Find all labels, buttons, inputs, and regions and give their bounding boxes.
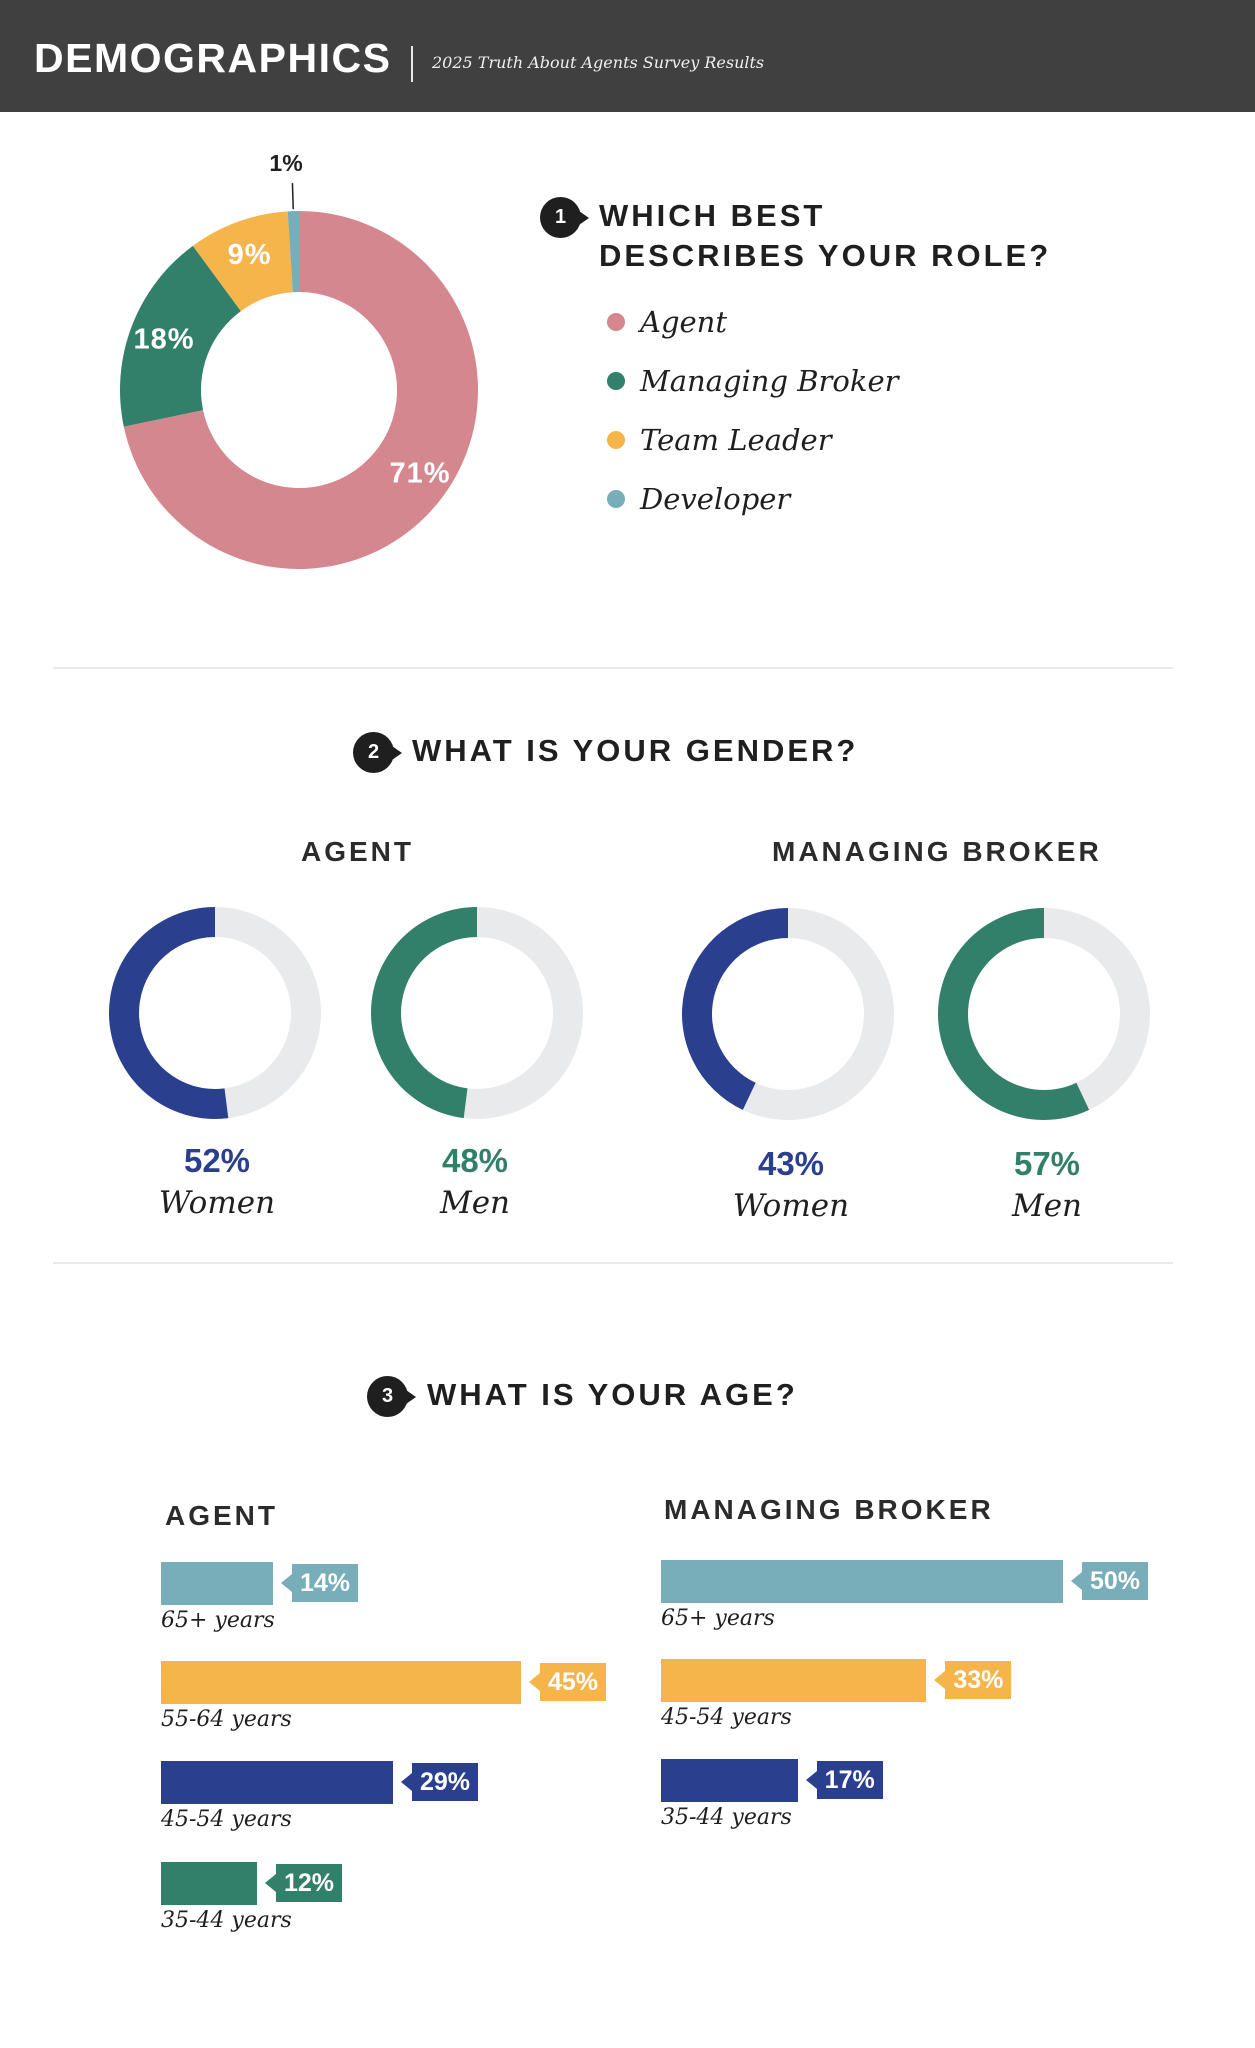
age-bar-value-label: 14% — [280, 1564, 359, 1602]
age-bar-category-label: 65+ years — [661, 1606, 775, 1631]
page-title: DEMOGRAPHICS — [34, 35, 392, 81]
age-bar-agent-65-years — [161, 1562, 273, 1605]
legend-label: Agent — [640, 305, 727, 339]
slice-managing-broker — [120, 245, 241, 427]
ring-agent-men — [371, 907, 477, 1119]
broker-men-label: Men — [1011, 1188, 1083, 1224]
legend-item-team-leader: Team Leader — [606, 418, 1056, 477]
ring-agent-women — [109, 907, 229, 1119]
age-broker-heading: MANAGING BROKER — [664, 1494, 994, 1525]
age-bar-value-label: 50% — [1070, 1562, 1149, 1600]
legend-label: Developer — [640, 482, 791, 516]
age-bar-value-label: 17% — [805, 1761, 883, 1799]
age-bar-category-label: 45-54 years — [661, 1705, 792, 1730]
legend-item-managing-broker: Managing Broker — [606, 359, 1056, 418]
legend-item-developer: Developer — [606, 477, 1056, 536]
age-bar-agent-45-54-years — [161, 1761, 393, 1804]
role-legend: Agent Managing Broker Team Leader Develo… — [606, 300, 1056, 536]
question-1-title-line-1: WHICH BEST — [599, 198, 826, 233]
age-bar-category-label: 55-64 years — [161, 1707, 292, 1732]
slice-team-leader — [192, 211, 293, 312]
legend-label: Team Leader — [640, 423, 832, 457]
age-bar-category-label: 45-54 years — [161, 1807, 292, 1832]
legend-swatch-agent — [607, 313, 625, 331]
age-bar-category-label: 65+ years — [161, 1608, 275, 1633]
question-1-title-line-2: DESCRIBES YOUR ROLE? — [599, 238, 1052, 273]
question-3-badge: 3 — [367, 1376, 416, 1417]
age-bar-value-label: 45% — [528, 1663, 607, 1701]
gender-rings-chart — [109, 907, 1150, 1120]
broker-men-pct: 57% — [1013, 1145, 1081, 1182]
age-bar-value-label: 12% — [264, 1864, 343, 1902]
age-bar-value-label: 33% — [934, 1661, 1012, 1699]
section-divider-2 — [53, 1262, 1173, 1264]
age-bar-agent-35-44-years — [161, 1862, 257, 1905]
question-2-badge: 2 — [353, 732, 402, 773]
age-bar-managing-broker-45-54-years — [661, 1659, 927, 1702]
age-bar-managing-broker-65-years — [661, 1560, 1063, 1603]
broker-women-pct: 43% — [757, 1145, 825, 1182]
slice-label-team-leader: 9% — [228, 239, 272, 271]
agent-women-pct: 52% — [183, 1142, 251, 1179]
age-agent-heading: AGENT — [165, 1500, 278, 1531]
legend-swatch-developer — [607, 490, 625, 508]
page-subtitle: 2025 Truth About Agents Survey Results — [432, 53, 765, 72]
header-divider — [411, 46, 413, 82]
question-2-title: WHAT IS YOUR GENDER? — [412, 733, 859, 768]
role-donut-chart: 71% 18% 9% 1% — [120, 150, 478, 569]
slice-label-developer: 1% — [269, 150, 302, 176]
ring-managing-broker-men — [938, 908, 1090, 1120]
section-divider-1 — [53, 667, 1173, 669]
age-bar-managing-broker-35-44-years — [661, 1759, 798, 1802]
slice-developer — [287, 211, 299, 293]
question-1-badge: 1 — [540, 197, 589, 238]
agent-men-label: Men — [439, 1185, 511, 1221]
agent-women-label: Women — [158, 1185, 276, 1221]
slice-label-managing-broker: 18% — [133, 323, 194, 355]
age-bar-category-label: 35-44 years — [661, 1805, 792, 1830]
page-header: DEMOGRAPHICS 2025 Truth About Agents Sur… — [0, 0, 1255, 112]
gender-broker-heading: MANAGING BROKER — [772, 836, 1102, 867]
slice-agent — [123, 211, 478, 569]
broker-women-label: Women — [732, 1188, 850, 1224]
question-3-title: WHAT IS YOUR AGE? — [427, 1377, 798, 1412]
agent-men-pct: 48% — [441, 1142, 509, 1179]
slice-label-agent: 71% — [389, 458, 450, 490]
gender-agent-heading: AGENT — [301, 836, 414, 867]
age-bar-value-label: 29% — [400, 1763, 479, 1801]
age-bar-agent-55-64-years — [161, 1661, 521, 1704]
legend-swatch-team-leader — [607, 431, 625, 449]
ring-managing-broker-women — [682, 908, 788, 1110]
legend-swatch-managing-broker — [607, 372, 625, 390]
legend-item-agent: Agent — [606, 300, 1056, 359]
legend-label: Managing Broker — [640, 364, 899, 398]
age-bar-category-label: 35-44 years — [161, 1908, 292, 1933]
slice-leader-line — [291, 183, 295, 210]
